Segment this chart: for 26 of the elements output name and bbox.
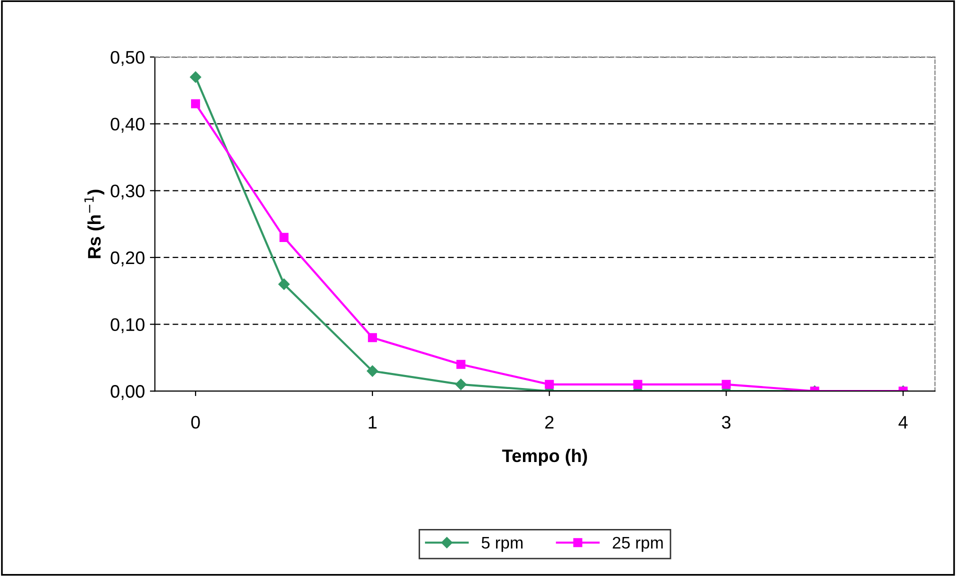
y-tick-label: 0,50 (110, 50, 144, 66)
point (544, 380, 554, 389)
x-tick-label: 4 (898, 416, 908, 428)
point (190, 71, 202, 83)
point (455, 378, 466, 390)
legend-label: 5 rpm (482, 537, 523, 552)
y-axis-title: Rs (h$^{−1}$) (84, 190, 104, 258)
y-tick-label: 0,30 (110, 184, 144, 200)
y-tick-label: 0,10 (110, 318, 144, 334)
y-tick-label: 0,00 (110, 385, 144, 400)
x-tick-label: 0 (191, 416, 200, 429)
y-tick-label: 0,40 (110, 118, 144, 133)
point (278, 278, 290, 290)
y-tick-label: 0,20 (110, 251, 144, 266)
x-axis-title: Tempo (h) (502, 448, 587, 466)
point (279, 232, 289, 242)
legend-label: 25 rpm (612, 536, 663, 552)
x-tick-label: 1 (368, 416, 377, 428)
x-tick-label: 2 (545, 416, 554, 428)
point (366, 365, 378, 377)
x-tick-label: 3 (722, 416, 730, 429)
point (368, 333, 377, 342)
point (456, 360, 466, 369)
point (722, 380, 731, 389)
point (191, 99, 200, 108)
point (633, 380, 642, 389)
